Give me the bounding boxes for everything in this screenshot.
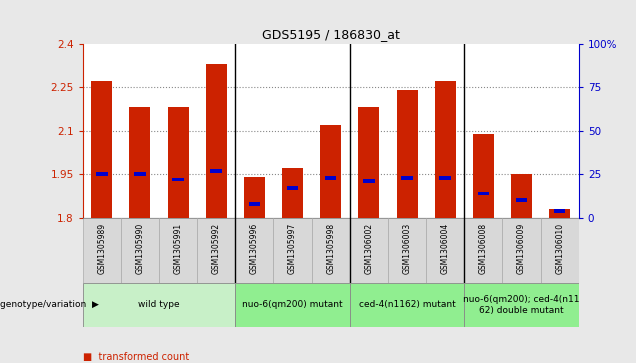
Text: genotype/variation  ▶: genotype/variation ▶ <box>0 301 99 309</box>
Text: GSM1305991: GSM1305991 <box>174 223 183 274</box>
Bar <box>92 81 113 218</box>
Bar <box>439 176 451 180</box>
Text: GSM1305998: GSM1305998 <box>326 223 335 274</box>
Text: GSM1306010: GSM1306010 <box>555 223 564 274</box>
Bar <box>121 218 159 283</box>
Bar <box>159 218 197 283</box>
Bar <box>401 176 413 180</box>
Bar <box>516 199 527 202</box>
Text: GSM1306003: GSM1306003 <box>403 223 411 274</box>
Bar <box>397 90 417 218</box>
Bar <box>350 283 464 327</box>
Bar <box>168 107 189 218</box>
Text: GSM1305989: GSM1305989 <box>97 223 106 274</box>
Bar <box>83 283 235 327</box>
Bar <box>134 172 146 176</box>
Bar <box>435 81 456 218</box>
Bar <box>244 177 265 218</box>
Bar <box>363 179 375 183</box>
Bar <box>478 192 489 195</box>
Bar <box>235 218 273 283</box>
Bar <box>273 218 312 283</box>
Bar <box>511 174 532 218</box>
Bar <box>464 283 579 327</box>
Text: ■  transformed count: ■ transformed count <box>83 352 189 362</box>
Bar <box>282 168 303 218</box>
Bar <box>325 176 336 180</box>
Bar <box>312 218 350 283</box>
Bar <box>83 218 121 283</box>
Bar <box>211 169 222 173</box>
Bar <box>287 186 298 190</box>
Text: GSM1306004: GSM1306004 <box>441 223 450 274</box>
Bar <box>502 218 541 283</box>
Bar <box>206 64 227 218</box>
Text: GSM1305992: GSM1305992 <box>212 223 221 274</box>
Text: GSM1306002: GSM1306002 <box>364 223 373 274</box>
Text: GSM1305996: GSM1305996 <box>250 223 259 274</box>
Bar <box>172 178 184 182</box>
Bar <box>130 107 151 218</box>
Bar <box>550 209 570 218</box>
Bar <box>388 218 426 283</box>
Bar <box>96 172 107 176</box>
Bar <box>554 209 565 213</box>
Text: GSM1306008: GSM1306008 <box>479 223 488 274</box>
Bar <box>464 218 502 283</box>
Bar <box>235 283 350 327</box>
Bar <box>249 202 260 206</box>
Bar <box>321 125 341 218</box>
Bar <box>350 218 388 283</box>
Text: nuo-6(qm200) mutant: nuo-6(qm200) mutant <box>242 301 343 309</box>
Text: ced-4(n1162) mutant: ced-4(n1162) mutant <box>359 301 455 309</box>
Title: GDS5195 / 186830_at: GDS5195 / 186830_at <box>262 28 399 41</box>
Text: GSM1305990: GSM1305990 <box>135 223 144 274</box>
Bar <box>473 134 494 218</box>
Bar <box>197 218 235 283</box>
Bar <box>426 218 464 283</box>
Text: wild type: wild type <box>138 301 180 309</box>
Text: GSM1306009: GSM1306009 <box>517 223 526 274</box>
Text: GSM1305997: GSM1305997 <box>288 223 297 274</box>
Bar <box>359 107 379 218</box>
Bar <box>541 218 579 283</box>
Text: nuo-6(qm200); ced-4(n11
62) double mutant: nuo-6(qm200); ced-4(n11 62) double mutan… <box>463 295 580 315</box>
